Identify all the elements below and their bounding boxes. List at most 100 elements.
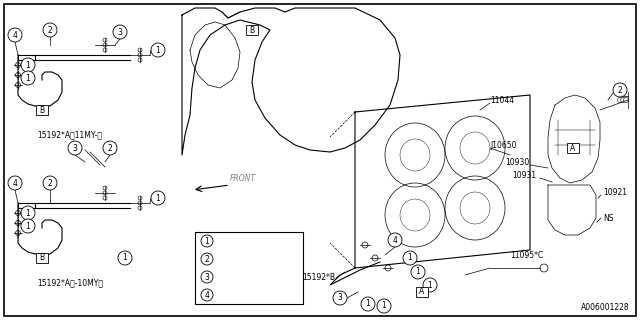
Text: 11044: 11044 bbox=[490, 95, 514, 105]
Text: 4: 4 bbox=[13, 30, 17, 39]
Circle shape bbox=[403, 251, 417, 265]
Text: 11095*C: 11095*C bbox=[510, 251, 543, 260]
Text: 3: 3 bbox=[118, 28, 122, 36]
Text: B: B bbox=[40, 106, 45, 115]
Circle shape bbox=[138, 48, 142, 52]
Circle shape bbox=[361, 297, 375, 311]
Text: A006001228: A006001228 bbox=[581, 303, 630, 312]
Circle shape bbox=[15, 220, 20, 226]
Bar bbox=[195, 232, 303, 304]
Bar bbox=[36, 253, 48, 263]
Circle shape bbox=[103, 48, 107, 52]
Circle shape bbox=[201, 271, 213, 283]
Text: 10930: 10930 bbox=[505, 157, 529, 166]
Circle shape bbox=[333, 291, 347, 305]
Text: 1: 1 bbox=[428, 281, 433, 290]
Circle shape bbox=[362, 242, 368, 248]
Text: 14445: 14445 bbox=[221, 273, 245, 282]
Circle shape bbox=[68, 141, 82, 155]
Circle shape bbox=[103, 186, 107, 190]
Text: 1: 1 bbox=[415, 268, 420, 276]
Circle shape bbox=[138, 201, 142, 205]
Text: 1: 1 bbox=[408, 253, 412, 262]
Text: 1: 1 bbox=[381, 301, 387, 310]
Circle shape bbox=[151, 43, 165, 57]
Circle shape bbox=[138, 206, 142, 210]
Circle shape bbox=[388, 233, 402, 247]
Text: 1: 1 bbox=[156, 194, 161, 203]
Text: 2: 2 bbox=[618, 85, 622, 94]
Text: 15194: 15194 bbox=[221, 291, 245, 300]
Circle shape bbox=[21, 58, 35, 72]
Text: 1: 1 bbox=[26, 221, 30, 230]
Text: 2: 2 bbox=[205, 254, 209, 263]
Bar bbox=[246, 25, 258, 35]
Circle shape bbox=[621, 98, 625, 102]
Text: D91204: D91204 bbox=[221, 236, 251, 245]
Bar bbox=[567, 143, 579, 153]
Circle shape bbox=[372, 255, 378, 261]
Circle shape bbox=[103, 38, 107, 42]
Text: 15192*B: 15192*B bbox=[302, 274, 335, 283]
Text: 4: 4 bbox=[392, 236, 397, 244]
Text: 3: 3 bbox=[337, 293, 342, 302]
Circle shape bbox=[21, 71, 35, 85]
Circle shape bbox=[623, 98, 628, 102]
Text: 1: 1 bbox=[123, 253, 127, 262]
Circle shape bbox=[151, 191, 165, 205]
Text: FRONT: FRONT bbox=[230, 174, 256, 183]
Text: B: B bbox=[250, 26, 255, 35]
Text: 1: 1 bbox=[365, 300, 371, 308]
Bar bbox=[36, 105, 48, 115]
Text: 15192*A（-10MY）: 15192*A（-10MY） bbox=[37, 278, 103, 287]
Circle shape bbox=[103, 191, 107, 195]
Circle shape bbox=[118, 251, 132, 265]
Text: 1: 1 bbox=[26, 74, 30, 83]
Text: 10921: 10921 bbox=[603, 188, 627, 196]
Circle shape bbox=[15, 230, 20, 236]
Circle shape bbox=[103, 141, 117, 155]
Text: 3: 3 bbox=[72, 143, 77, 153]
Circle shape bbox=[613, 83, 627, 97]
Circle shape bbox=[138, 53, 142, 57]
Text: 2: 2 bbox=[47, 26, 52, 35]
Bar bbox=[416, 287, 428, 297]
Text: 10931: 10931 bbox=[512, 171, 536, 180]
Text: NS: NS bbox=[603, 213, 614, 222]
Circle shape bbox=[113, 25, 127, 39]
Circle shape bbox=[385, 265, 391, 271]
Circle shape bbox=[43, 176, 57, 190]
Text: 0104S*A: 0104S*A bbox=[221, 254, 254, 263]
Text: 1: 1 bbox=[26, 60, 30, 69]
Text: A: A bbox=[570, 143, 575, 153]
Circle shape bbox=[201, 289, 213, 301]
Text: 1: 1 bbox=[26, 209, 30, 218]
Circle shape bbox=[15, 73, 20, 77]
Text: 1: 1 bbox=[205, 236, 209, 245]
Circle shape bbox=[423, 278, 437, 292]
Circle shape bbox=[43, 23, 57, 37]
Text: A: A bbox=[419, 287, 424, 297]
Text: 1: 1 bbox=[156, 45, 161, 54]
Circle shape bbox=[21, 206, 35, 220]
Circle shape bbox=[8, 28, 22, 42]
Text: J10650: J10650 bbox=[490, 140, 516, 149]
Circle shape bbox=[21, 219, 35, 233]
Circle shape bbox=[138, 58, 142, 62]
Circle shape bbox=[138, 196, 142, 200]
Circle shape bbox=[103, 196, 107, 200]
Circle shape bbox=[103, 43, 107, 47]
Circle shape bbox=[15, 83, 20, 87]
Circle shape bbox=[411, 265, 425, 279]
Circle shape bbox=[15, 62, 20, 68]
Circle shape bbox=[540, 264, 548, 272]
Circle shape bbox=[15, 211, 20, 215]
Text: 2: 2 bbox=[108, 143, 113, 153]
Circle shape bbox=[201, 253, 213, 265]
Circle shape bbox=[377, 299, 391, 313]
Circle shape bbox=[201, 235, 213, 247]
Text: 4: 4 bbox=[205, 291, 209, 300]
Circle shape bbox=[8, 176, 22, 190]
Text: 4: 4 bbox=[13, 179, 17, 188]
Text: B: B bbox=[40, 253, 45, 262]
